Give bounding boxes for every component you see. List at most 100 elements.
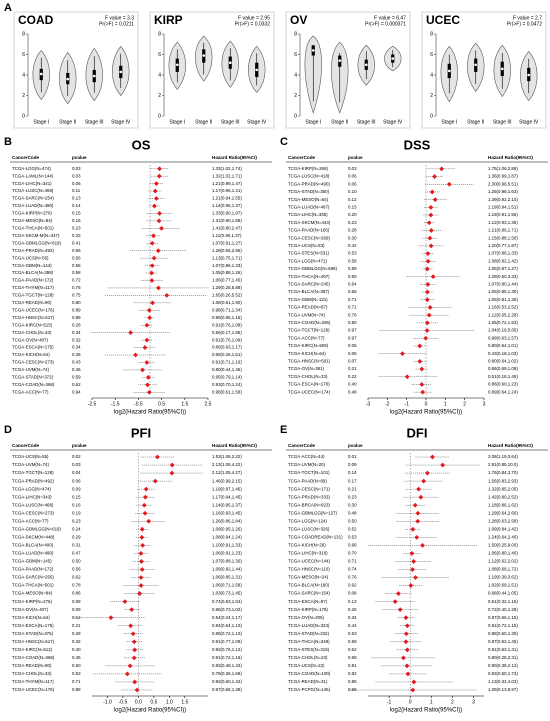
hr-point [139,567,145,572]
cancer-code: TCGA-SARC(N=256) [12,575,54,580]
x-tick-label: Stage III [85,119,104,125]
p-value: 0.14 [348,470,357,475]
cancer-code: TCGA-CESC(N=269) [288,235,330,240]
hr-label: 1.75(1.06,2.89) [488,166,518,171]
p-value: 0.03 [72,173,81,178]
hr-point [152,188,158,194]
p-value: 0.68 [348,655,357,660]
p-value: 0.81 [348,663,357,668]
p-value: 0.75 [72,293,81,298]
y-tick-label: 6 [430,52,433,58]
panel-frame [421,11,547,129]
x-tick-label: Stage II [331,119,348,125]
hr-point [428,204,434,210]
hr-point [424,320,430,326]
p-value: 0.72 [72,278,81,283]
cancer-code: TCGA-STAD(N=232) [288,631,330,636]
hr-point [142,510,148,516]
header: pvalue [72,155,87,160]
plot-title: DSS [404,137,431,152]
hr-point [149,240,155,246]
cancer-code: TCGA-ESCA(N=170) [288,382,330,387]
cancer-code: TCGA-COAD(N=368) [12,655,55,660]
hr-label: 1.08(0.61,1.90) [212,300,242,305]
y-tick-label: 6 [294,52,297,58]
cancer-code: TCGA-SKCM(N=444) [288,220,331,225]
cancer-code: TCGA-SKCM(N=448) [12,535,55,540]
cancer-code: TCGA-UVM(N=74) [12,367,49,372]
hr-label: 0.92(0.60,1.42) [212,679,242,684]
y-tick-label: 6 [22,52,25,58]
x-tick-label: 0.5 [150,699,157,705]
hr-label: 1.32(0.85,2.05) [488,486,518,491]
hr-point [144,322,150,328]
x-tick-label: 2 [463,401,466,407]
hr-label: 1.42(0.80,2.52) [488,494,518,499]
p-value: 0.30 [348,502,357,507]
cancer-code: TCGA-READ(N=90) [12,663,52,668]
p-value: 0.04 [72,470,81,475]
plot-title: KIRP [154,13,183,27]
y-tick-label: 2 [158,93,161,99]
hr-label: 2.91(0.85,10.0) [488,462,518,467]
hr-point [427,305,433,310]
hr-point [137,591,143,596]
cancer-code: TCGA-LUAD(N=490) [12,551,54,556]
hr-point [410,687,416,693]
hr-point [404,623,410,629]
hr-label: 1.12(0.55,2.28) [488,312,518,317]
p-value: Pr(>F) = 0.0332 [235,21,271,27]
hr-point [149,270,155,276]
x-tick-label: -1.0 [103,699,112,705]
p-value: 0.59 [348,639,357,644]
x-tick-label: 1.5 [181,401,188,407]
x-tick-label: 0 [425,401,428,407]
cancer-code: TCGA-GBM(N=131) [288,297,328,302]
p-value: 0.97 [348,335,357,340]
hr-point [131,655,137,661]
cancer-code: TCGA-CHOL(N=23) [288,655,328,660]
x-tick-label: -1 [387,699,392,705]
hr-label: 1.32(1.02,1.71) [212,173,242,178]
p-value: 0.41 [72,240,81,245]
cancer-code: TCGA-LUSC(N=326) [288,526,330,531]
p-value: 0.09 [72,607,81,612]
x-tick-label: Stage I [305,119,321,125]
x-tick-label: 1 [444,401,447,407]
median [311,49,315,52]
hr-point [157,211,162,216]
p-value: 0.34 [348,615,357,620]
hr-label: 0.87(0.52,1.45) [488,639,518,644]
cancer-code: TCGA-UCS(N=55) [12,255,49,260]
y-tick-label: 0 [294,113,297,119]
hr-point [147,315,153,321]
cancer-code: TCGA-CHOL(N=33) [12,330,52,335]
hr-label: 1.12(0.62,2.02) [488,559,518,564]
x-tick-label: -2 [385,401,390,407]
p-value: 0.44 [348,623,357,628]
hr-point [138,551,144,556]
cancer-code: TCGA-BRCA(N=923) [288,502,330,507]
y-tick-label: 8 [22,31,25,37]
p-value: 0.07 [348,359,357,364]
cancer-code: TCGA-LGG(N=474) [12,166,51,171]
plot-title: PFI [131,425,151,440]
cancer-code: TCGA-PAAD(N=166) [288,228,330,233]
p-value: 0.47 [72,551,81,556]
x-tick-label: 0.5 [158,401,165,407]
x-tick-label: 3 [483,401,486,407]
hr-label: 0.91(0.72,1.15) [488,623,518,628]
p-value: 0.78 [72,583,81,588]
median [119,70,123,74]
x-tick-label: Stage II [59,119,76,125]
hr-point [130,631,136,637]
hr-point [159,225,164,231]
cancer-code: TCGA-KIRP(N=276) [12,599,52,604]
hr-point [403,639,409,645]
hr-point [420,389,426,395]
plot-title: DFI [407,425,428,440]
hr-label: 1.08(0.68,1.72) [488,567,518,572]
p-value: 0.50 [72,559,81,564]
p-value: 0.06 [72,478,81,483]
